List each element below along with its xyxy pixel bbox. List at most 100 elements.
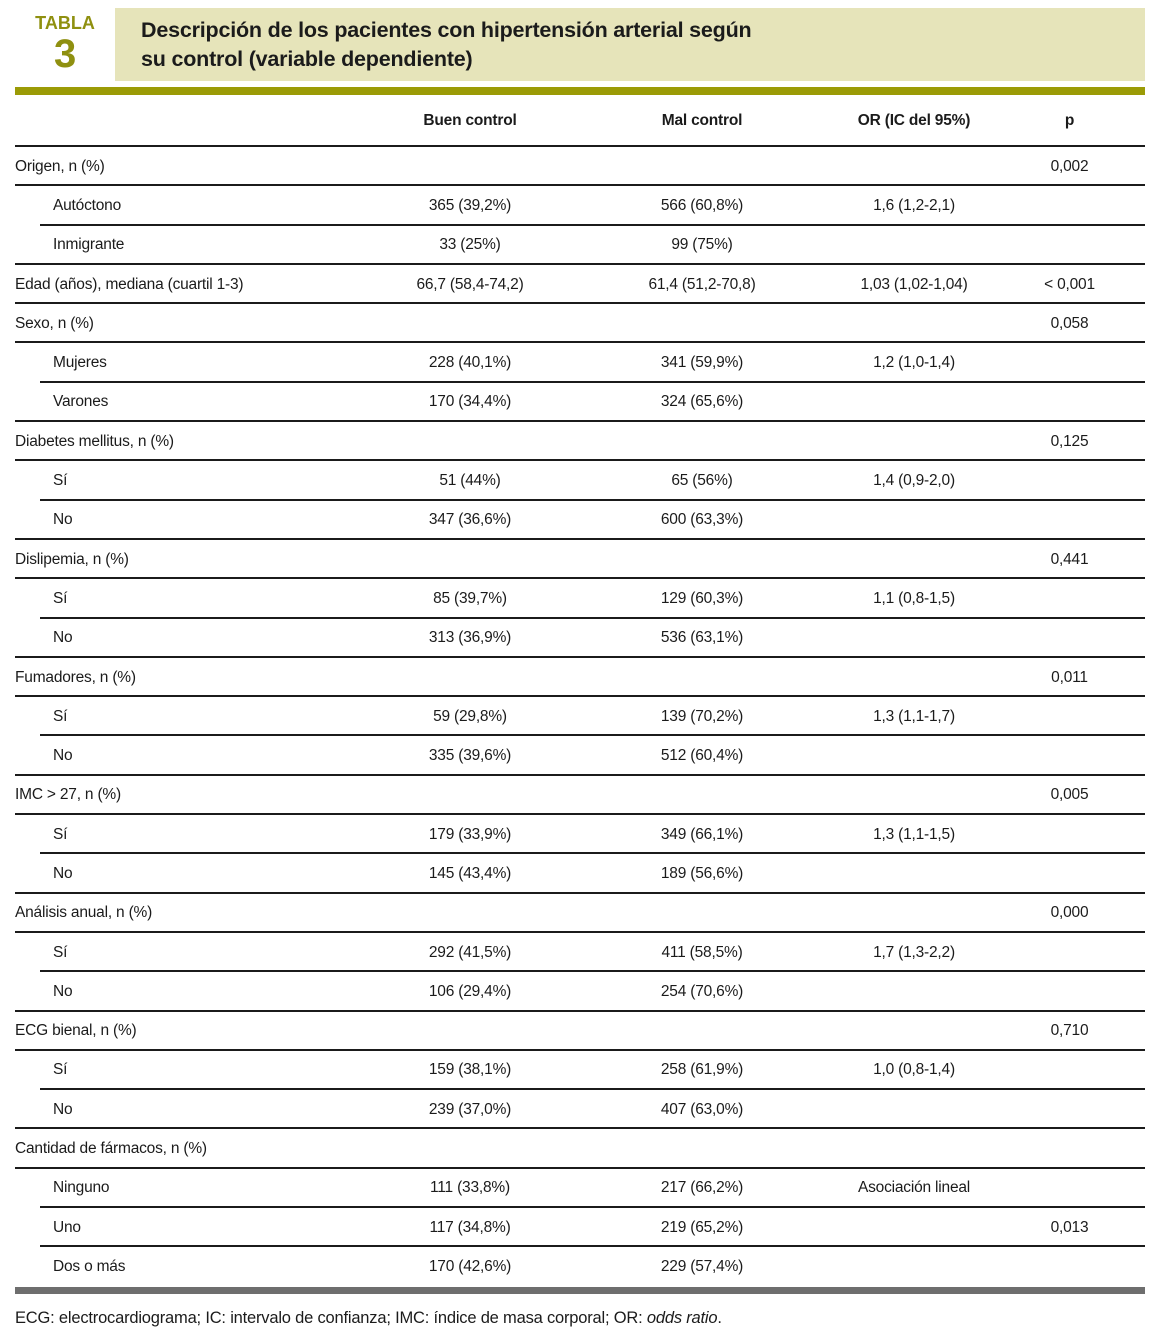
buen-control-value: 59 (29,8%)	[433, 707, 507, 725]
table-subrow: Sí 85 (39,7%) 129 (60,3%) 1,1 (0,8-1,5)	[15, 579, 1145, 619]
mal-control-value: 219 (65,2%)	[660, 1218, 744, 1236]
row-separator	[40, 380, 1145, 383]
p-value: < 0,001	[1044, 275, 1095, 293]
mal-control-value: 99 (75%)	[671, 236, 733, 254]
mal-control-value: 229 (57,4%)	[660, 1257, 744, 1275]
row-label: Sexo, n (%)	[15, 314, 94, 332]
table-category-row: Cantidad de fármacos, n (%)	[15, 1129, 1145, 1169]
or-value: 1,0 (0,8-1,4)	[873, 1061, 955, 1079]
buen-control-value: 159 (38,1%)	[428, 1061, 512, 1079]
row-separator	[15, 695, 1145, 698]
data-table: Buen control Mal control OR (IC del 95%)…	[15, 95, 1145, 1287]
row-separator	[15, 1048, 1145, 1051]
mal-control-value: 324 (65,6%)	[660, 393, 744, 411]
row-label: Varones	[53, 393, 109, 411]
row-separator	[15, 420, 1145, 423]
row-label: Dos o más	[53, 1257, 126, 1275]
table-title: Descripción de los pacientes con hiperte…	[141, 16, 752, 73]
column-header-row: Buen control Mal control OR (IC del 95%)…	[15, 95, 1145, 147]
row-label: Uno	[53, 1218, 81, 1236]
mal-control-value: 139 (70,2%)	[660, 707, 744, 725]
table-category-row: Diabetes mellitus, n (%) 0,125	[15, 422, 1145, 462]
table-subrow: Sí 292 (41,5%) 411 (58,5%) 1,7 (1,3-2,2)	[15, 933, 1145, 973]
row-separator	[40, 498, 1145, 501]
row-separator	[15, 773, 1145, 776]
table-subrow: No 313 (36,9%) 536 (63,1%)	[15, 619, 1145, 658]
table-subrow: No 335 (39,6%) 512 (60,4%)	[15, 736, 1145, 776]
row-separator	[15, 1009, 1145, 1012]
row-label: Sí	[53, 707, 68, 725]
row-separator	[15, 577, 1145, 580]
row-label: Sí	[53, 472, 68, 490]
table-subrow: Ninguno 111 (33,8%) 217 (66,2%) Asociación …	[15, 1169, 1145, 1209]
row-separator	[15, 537, 1145, 540]
row-separator	[15, 930, 1145, 933]
table-subrow: No 106 (29,4%) 254 (70,6%)	[15, 972, 1145, 1012]
footnote: ECG: electrocardiograma; IC: intervalo d…	[15, 1309, 1145, 1328]
buen-control-value: 239 (37,0%)	[428, 1100, 512, 1118]
row-label: IMC > 27, n (%)	[15, 786, 121, 804]
row-separator	[40, 223, 1145, 226]
mal-control-value: 217 (66,2%)	[660, 1179, 744, 1197]
row-label: Sí	[53, 943, 68, 961]
bottom-rule	[15, 1286, 1145, 1294]
row-separator	[15, 459, 1145, 462]
row-separator	[15, 813, 1145, 816]
row-separator	[15, 184, 1145, 187]
table-title-block: Descripción de los pacientes con hiperte…	[115, 8, 1145, 81]
table-category-row: Fumadores, n (%) 0,011	[15, 658, 1145, 698]
buen-control-value: 292 (41,5%)	[428, 943, 512, 961]
mal-control-value: 536 (63,1%)	[660, 629, 744, 647]
or-value: 1,7 (1,3-2,2)	[873, 943, 955, 961]
buen-control-value: 365 (39,2%)	[428, 196, 512, 214]
accent-bar	[15, 87, 1145, 95]
column-header-p: p	[1064, 112, 1075, 129]
column-header-mal-control: Mal control	[661, 112, 743, 129]
table-category-row: Sexo, n (%) 0,058	[15, 304, 1145, 344]
row-label: Análisis anual, n (%)	[15, 904, 153, 922]
row-label: No	[53, 982, 73, 1000]
buen-control-value: 228 (40,1%)	[428, 354, 512, 372]
mal-control-value: 349 (66,1%)	[660, 825, 744, 843]
row-separator	[40, 1206, 1145, 1209]
mal-control-value: 512 (60,4%)	[660, 747, 744, 765]
row-label: No	[53, 864, 73, 882]
row-label: Autóctono	[53, 196, 122, 214]
row-label: Dislipemia, n (%)	[15, 550, 129, 568]
row-separator	[15, 341, 1145, 344]
table-kicker: TABLA 3	[15, 8, 115, 81]
mal-control-value: 258 (61,9%)	[660, 1061, 744, 1079]
row-label: Ninguno	[53, 1179, 110, 1197]
row-label: No	[53, 1100, 73, 1118]
mal-control-value: 600 (63,3%)	[660, 511, 744, 529]
buen-control-value: 111 (33,8%)	[430, 1179, 510, 1197]
footnote-italic-odds-ratio: odds ratio	[646, 1308, 718, 1327]
mal-control-value: 129 (60,3%)	[660, 589, 744, 607]
column-header-or: OR (IC del 95%)	[857, 112, 971, 129]
table-kicker-word: TABLA	[35, 13, 95, 33]
mal-control-value: 566 (60,8%)	[660, 196, 744, 214]
row-label: Origen, n (%)	[15, 157, 105, 175]
table-title-line-1: Descripción de los pacientes con hiperte…	[141, 18, 752, 43]
mal-control-value: 341 (59,9%)	[660, 354, 744, 372]
buen-control-value: 347 (36,6%)	[428, 511, 512, 529]
row-separator	[40, 1245, 1145, 1248]
p-value: 0,058	[1050, 314, 1089, 332]
or-value: 1,1 (0,8-1,5)	[873, 589, 955, 607]
row-separator	[15, 1166, 1145, 1169]
table-subrow: Sí 179 (33,9%) 349 (66,1%) 1,3 (1,1-1,5)	[15, 815, 1145, 855]
table-category-row: IMC > 27, n (%) 0,005	[15, 776, 1145, 816]
row-separator	[40, 734, 1145, 737]
table-header: TABLA 3 Descripción de los pacientes con…	[0, 0, 1158, 81]
header-separator	[15, 145, 1145, 147]
mal-control-value: 411 (58,5%)	[661, 943, 743, 961]
table-subrow: No 347 (36,6%) 600 (63,3%)	[15, 501, 1145, 540]
row-label: Inmigrante	[53, 236, 125, 254]
row-separator	[15, 262, 1145, 265]
table-category-row: Edad (años), mediana (cuartil 1-3) 66,7 (…	[15, 265, 1145, 305]
buen-control-value: 335 (39,6%)	[428, 747, 512, 765]
buen-control-value: 33 (25%)	[439, 236, 501, 254]
row-separator	[15, 302, 1145, 305]
row-label: Sí	[53, 1061, 68, 1079]
buen-control-value: 85 (39,7%)	[433, 589, 507, 607]
